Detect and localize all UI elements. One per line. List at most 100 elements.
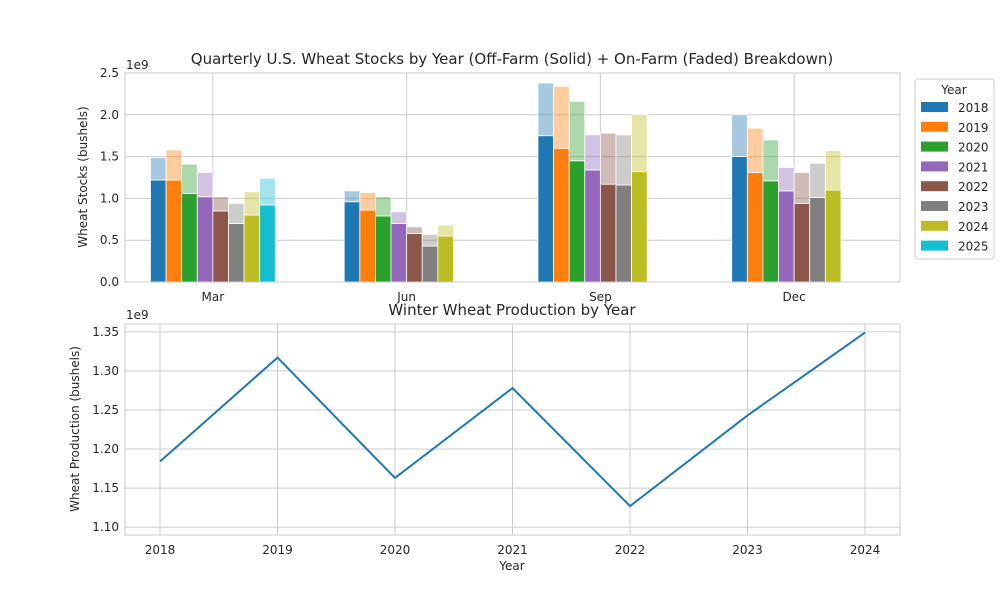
production-y-axis-label: Wheat Production (bushels) — [68, 346, 82, 512]
year-legend: Year 2018 2019 2020 2021 2022 2023 2024 2025 — [914, 78, 995, 260]
production-y-tick-label: 1.35 — [92, 325, 119, 339]
bar-offfarm-2018-dec — [731, 156, 748, 283]
production-y-tick-label: 1.20 — [92, 442, 119, 456]
bar-onfarm-2018-jun — [343, 190, 361, 203]
bar-onfarm-2024-sep — [631, 114, 648, 173]
legend-swatch-2018 — [921, 102, 948, 112]
bar-onfarm-2020-dec — [762, 139, 779, 182]
stocks-y-tick-label: 0.5 — [100, 233, 119, 247]
bar-onfarm-2019-sep — [553, 85, 570, 149]
bar-offfarm-2020-jun — [375, 215, 392, 283]
bar-onfarm-2022-dec — [793, 172, 811, 204]
bar-onfarm-2021-mar — [196, 172, 214, 198]
bar-onfarm-2018-mar — [150, 157, 167, 181]
bar-offfarm-2023-sep — [615, 184, 632, 283]
bar-offfarm-2023-mar — [228, 223, 245, 283]
legend-label-2022: 2022 — [958, 180, 989, 194]
bar-onfarm-2022-jun — [406, 226, 423, 234]
production-line-chart: Winter Wheat Production by Year 1e9 Whea… — [68, 301, 901, 573]
stocks-y-tick-label: 2.5 — [100, 66, 119, 80]
bar-onfarm-2021-jun — [390, 211, 408, 224]
production-gridlines — [125, 324, 900, 535]
production-x-tick-label: 2021 — [497, 543, 528, 557]
bar-offfarm-2024-jun — [437, 235, 454, 283]
stocks-y-tick-label: 1.5 — [100, 150, 119, 164]
production-y-tick-label: 1.15 — [92, 481, 119, 495]
bar-onfarm-2021-sep — [584, 134, 601, 171]
bar-onfarm-2020-mar — [181, 163, 198, 194]
bar-offfarm-2022-jun — [406, 233, 423, 283]
legend-title: Year — [940, 83, 966, 97]
bar-onfarm-2020-jun — [375, 196, 392, 217]
bar-onfarm-2018-dec — [731, 114, 748, 158]
production-x-tick-label: 2023 — [732, 543, 763, 557]
bar-onfarm-2021-dec — [778, 167, 795, 192]
bar-onfarm-2019-jun — [359, 192, 376, 211]
production-series — [159, 331, 866, 508]
bar-offfarm-2019-mar — [165, 179, 183, 283]
stocks-x-tick-label: Dec — [783, 290, 806, 304]
bar-offfarm-2021-sep — [584, 169, 601, 283]
bar-onfarm-2025-mar — [259, 177, 276, 206]
bar-onfarm-2020-sep — [568, 101, 586, 162]
stocks-chart-title: Quarterly U.S. Wheat Stocks by Year (Off… — [191, 50, 833, 68]
bar-onfarm-2023-dec — [809, 162, 826, 198]
production-y-tick-label: 1.10 — [92, 520, 119, 534]
bar-offfarm-2024-sep — [631, 171, 648, 283]
bar-offfarm-2021-mar — [196, 196, 214, 283]
bar-offfarm-2019-jun — [359, 209, 376, 283]
bar-offfarm-2022-sep — [599, 183, 617, 283]
production-x-ticks: 2018 2019 2020 2021 2022 2023 2024 — [145, 543, 881, 557]
legend-label-2023: 2023 — [958, 200, 989, 214]
legend-swatch-2024 — [921, 220, 948, 231]
stocks-x-tick-label: Sep — [589, 290, 612, 304]
legend-swatch-2021 — [921, 161, 948, 172]
bar-offfarm-2019-dec — [746, 172, 764, 283]
production-x-tick-label: 2020 — [380, 543, 411, 557]
production-chart-title: Winter Wheat Production by Year — [388, 301, 636, 319]
bar-offfarm-2022-dec — [793, 203, 811, 283]
bar-offfarm-2021-dec — [778, 190, 795, 283]
bar-onfarm-2022-mar — [212, 196, 229, 212]
legend-label-2020: 2020 — [958, 141, 989, 155]
production-x-tick-label: 2019 — [262, 543, 293, 557]
bar-onfarm-2022-sep — [599, 132, 617, 185]
production-y-ticks: 1.10 1.15 1.20 1.25 1.30 1.35 — [92, 325, 119, 534]
bar-offfarm-2020-dec — [762, 180, 779, 283]
bar-onfarm-2024-jun — [437, 224, 454, 237]
production-y-tick-label: 1.25 — [92, 403, 119, 417]
bar-offfarm-2021-jun — [390, 223, 408, 283]
stocks-plot-frame — [124, 72, 901, 283]
stocks-y-tick-label: 0.0 — [100, 275, 119, 289]
bar-offfarm-2020-mar — [181, 192, 198, 283]
production-x-axis-label: Year — [498, 559, 524, 573]
bar-onfarm-2019-mar — [165, 149, 183, 181]
stocks-y-ticks: 0.0 0.5 1.0 1.5 2.0 2.5 — [100, 66, 119, 289]
stocks-y-tick-label: 2.0 — [100, 108, 119, 122]
stocks-y-offset-text: 1e9 — [126, 58, 149, 72]
legend-label-2019: 2019 — [958, 121, 989, 135]
stocks-y-tick-label: 1.0 — [100, 191, 119, 205]
legend-label-2024: 2024 — [958, 220, 989, 234]
stocks-y-axis-label: Wheat Stocks (bushels) — [76, 106, 90, 247]
bar-offfarm-2018-mar — [150, 179, 167, 283]
legend-label-2018: 2018 — [958, 101, 989, 115]
production-x-tick-label: 2024 — [850, 543, 881, 557]
bar-offfarm-2022-mar — [212, 210, 229, 283]
bar-offfarm-2019-sep — [553, 147, 570, 283]
bar-onfarm-2023-jun — [421, 233, 439, 247]
bar-onfarm-2019-dec — [746, 127, 764, 173]
legend-label-2021: 2021 — [958, 160, 989, 174]
production-x-tick-label: 2022 — [615, 543, 646, 557]
production-x-tick-label: 2018 — [145, 543, 176, 557]
bar-offfarm-2023-dec — [809, 197, 826, 283]
bar-offfarm-2024-mar — [243, 214, 261, 283]
legend-swatch-2020 — [921, 141, 948, 152]
legend-label-2025: 2025 — [958, 240, 989, 254]
production-y-offset-text: 1e9 — [126, 308, 149, 322]
stocks-x-tick-label: Mar — [202, 290, 225, 304]
bar-offfarm-2023-jun — [421, 245, 439, 283]
bar-offfarm-2018-sep — [537, 135, 554, 283]
legend-entries: 2018 2019 2020 2021 2022 2023 2024 2025 — [921, 101, 989, 254]
bar-onfarm-2018-sep — [537, 82, 554, 137]
